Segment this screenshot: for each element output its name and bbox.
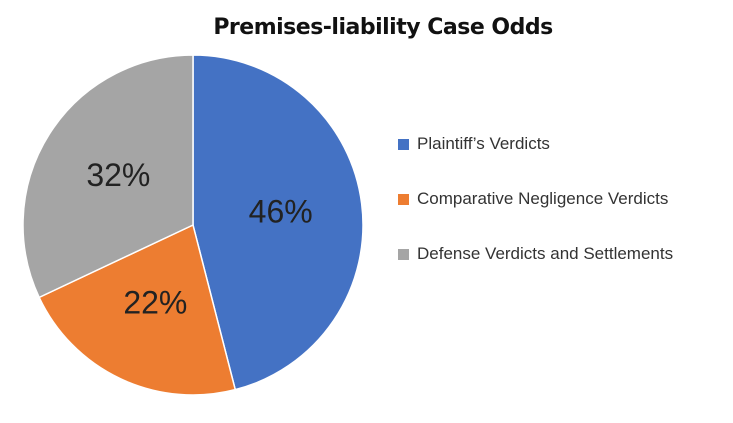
chart-title: Premises-liability Case Odds (213, 15, 553, 40)
legend-swatch (398, 194, 409, 205)
legend: Plaintiff’s Verdicts Comparative Negligen… (398, 130, 718, 295)
value-label: 22% (123, 284, 187, 320)
legend-label: Plaintiff’s Verdicts (417, 134, 550, 153)
value-label: 32% (86, 157, 150, 193)
legend-label: Comparative Negligence Verdicts (417, 189, 669, 208)
value-label: 46% (249, 193, 313, 229)
legend-item: Plaintiff’s Verdicts (398, 130, 718, 158)
legend-swatch (398, 249, 409, 260)
legend-swatch (398, 139, 409, 150)
legend-item: Defense Verdicts and Settlements (398, 240, 718, 268)
pie-slice (192, 54, 364, 391)
pie-slice (22, 54, 194, 299)
legend-item: Comparative Negligence Verdicts (398, 185, 718, 213)
legend-label: Defense Verdicts and Settlements (417, 244, 674, 263)
pie-slice (38, 223, 237, 396)
